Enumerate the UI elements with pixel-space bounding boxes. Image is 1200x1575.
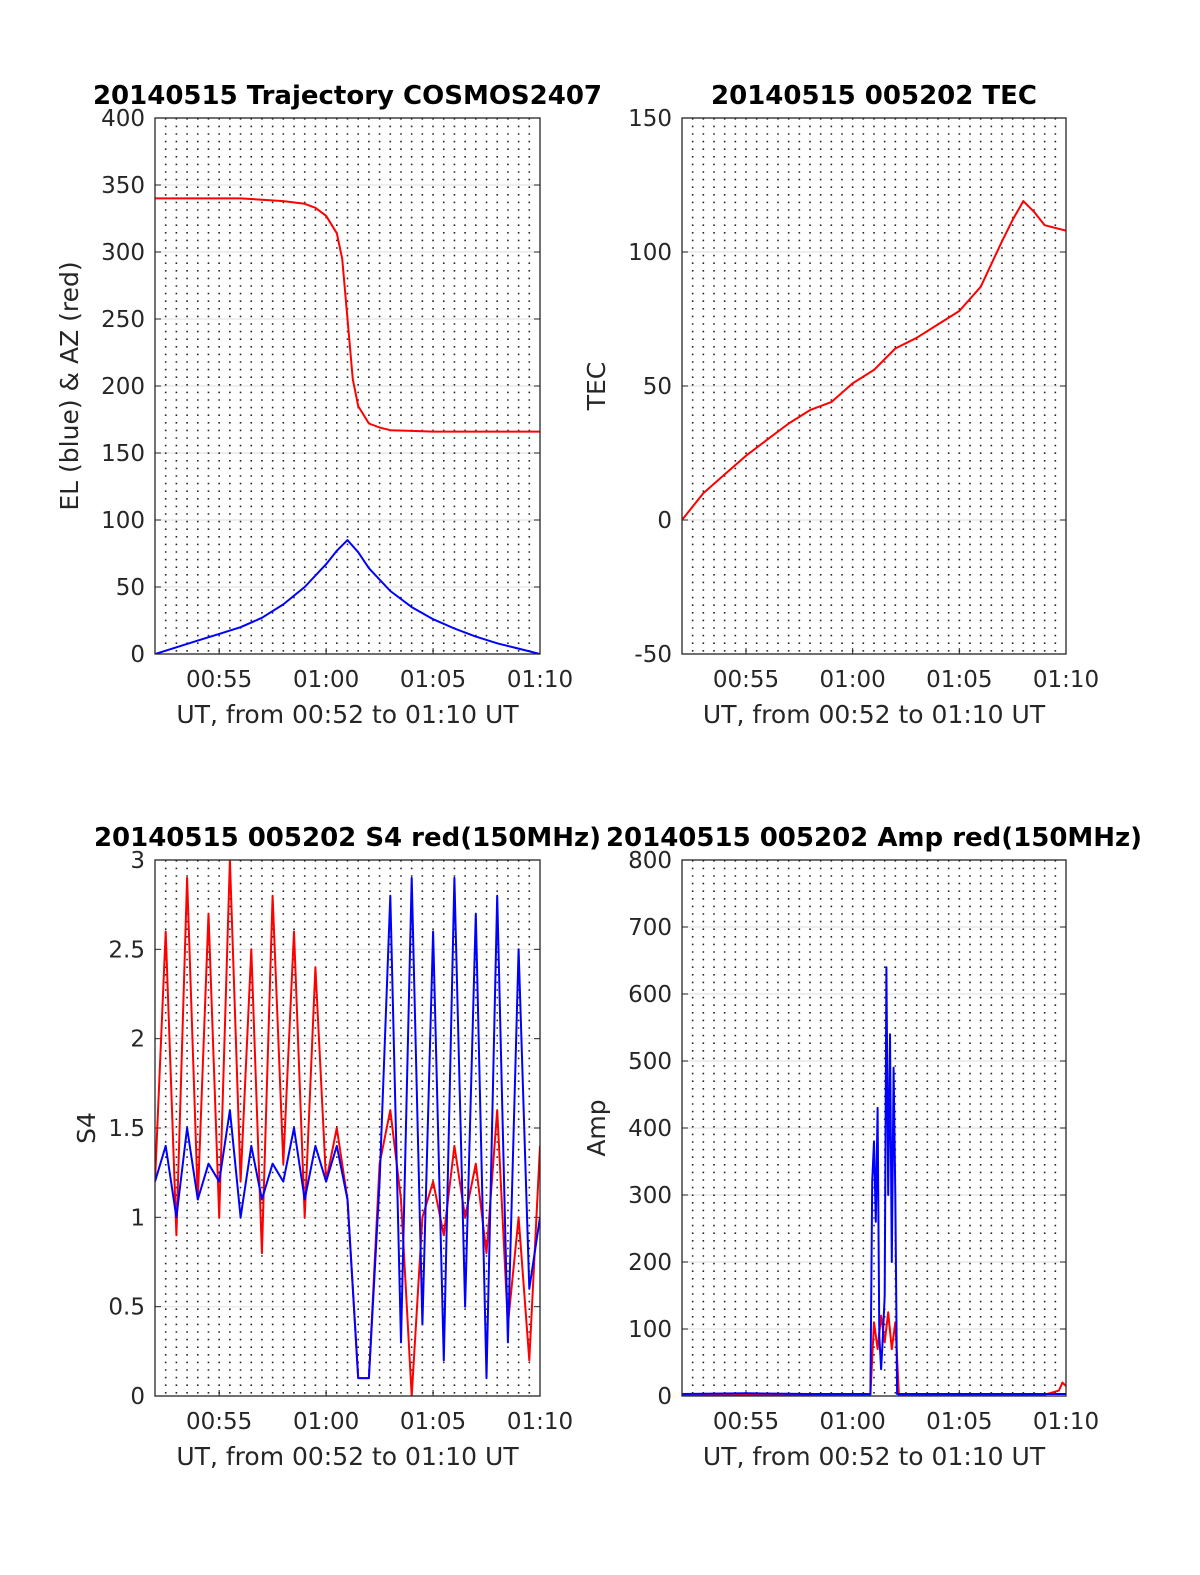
y-axis-label: EL (blue) & AZ (red) [55, 261, 84, 510]
x-tick-label: 01:05 [400, 1409, 466, 1435]
x-tick-label: 00:55 [186, 1409, 252, 1435]
y-tick-label: 150 [628, 106, 672, 132]
series-line-blue [155, 876, 540, 1380]
y-tick-label: 250 [101, 307, 145, 333]
y-tick-label: 200 [101, 374, 145, 400]
y-tick-label: 1 [130, 1205, 145, 1231]
axes-frame [681, 859, 1067, 1397]
x-tick-label: 01:05 [926, 667, 992, 693]
x-tick-label: 01:10 [1033, 1409, 1099, 1435]
y-tick-label: -50 [634, 642, 672, 668]
y-tick-label: 600 [628, 982, 672, 1008]
x-tick-label: 01:00 [820, 1409, 886, 1435]
y-tick-label: 350 [101, 173, 145, 199]
x-tick-label: 00:55 [713, 1409, 779, 1435]
chart-panel-1: 0 50 100 150 200 250 300 350 400 00:55 01:00 01:05 0… [55, 81, 602, 729]
y-tick-label: 100 [628, 1317, 672, 1343]
y-tick-label: 800 [628, 848, 672, 874]
x-tick-label: 01:10 [1033, 667, 1099, 693]
y-tick-label: 0 [657, 508, 672, 534]
series-line-red [155, 197, 540, 433]
x-tick-label: 01:00 [820, 667, 886, 693]
x-axis-label: UT, from 00:52 to 01:10 UT [703, 1442, 1046, 1471]
y-tick-label: 0 [130, 642, 145, 668]
chart-title: 20140515 005202 TEC [711, 81, 1037, 111]
series-line-blue [155, 539, 540, 654]
x-tick-label: 01:05 [400, 667, 466, 693]
y-tick-label: 50 [643, 374, 672, 400]
x-tick-label: 01:10 [507, 1409, 573, 1435]
chart-panel-3: 0 0.5 1 1.5 2 2.5 3 00:55 01:00 01:05 01:10 2014051… [72, 823, 601, 1471]
y-tick-label: 400 [101, 106, 145, 132]
axes-frame [154, 859, 541, 1397]
series-line-red [682, 1311, 1066, 1396]
y-tick-label: 3 [130, 848, 145, 874]
y-tick-label: 200 [628, 1250, 672, 1276]
x-axis-label: UT, from 00:52 to 01:10 UT [176, 700, 519, 729]
chart-panel-4: 0 100 200 300 400 500 600 700 800 00:55 01:00 01:05… [582, 823, 1142, 1471]
y-axis-label: TEC [582, 362, 611, 412]
y-tick-label: 300 [628, 1183, 672, 1209]
y-tick-label: 150 [101, 441, 145, 467]
x-tick-label: 01:10 [507, 667, 573, 693]
y-tick-label: 2.5 [108, 937, 145, 963]
x-axis-label: UT, from 00:52 to 01:10 UT [703, 700, 1046, 729]
y-tick-label: 400 [628, 1116, 672, 1142]
y-tick-label: 50 [116, 575, 145, 601]
chart-title: 20140515 Trajectory COSMOS2407 [93, 81, 602, 111]
y-tick-label: 0.5 [108, 1295, 145, 1321]
y-tick-label: 2 [130, 1027, 145, 1053]
y-axis-label: Amp [582, 1099, 611, 1156]
y-tick-label: 100 [101, 508, 145, 534]
y-tick-label: 500 [628, 1049, 672, 1075]
chart-title: 20140515 005202 S4 red(150MHz) [94, 823, 601, 853]
chart-panel-2: -50 0 50 100 150 00:55 01:00 01:05 01:10 20140515… [582, 81, 1099, 729]
x-tick-label: 01:05 [926, 1409, 992, 1435]
y-tick-label: 1.5 [108, 1116, 145, 1142]
y-tick-label: 700 [628, 915, 672, 941]
y-tick-label: 0 [130, 1384, 145, 1410]
axes-frame [681, 117, 1067, 655]
y-tick-label: 100 [628, 240, 672, 266]
x-tick-label: 00:55 [186, 667, 252, 693]
series-line-blue [682, 966, 1066, 1395]
chart-title: 20140515 005202 Amp red(150MHz) [606, 823, 1142, 853]
axes-frame [154, 117, 541, 655]
x-tick-label: 00:55 [713, 667, 779, 693]
y-tick-label: 0 [657, 1384, 672, 1410]
x-tick-label: 01:00 [293, 667, 359, 693]
series-line-red [682, 200, 1066, 521]
x-tick-label: 01:00 [293, 1409, 359, 1435]
x-axis-label: UT, from 00:52 to 01:10 UT [176, 1442, 519, 1471]
y-tick-label: 300 [101, 240, 145, 266]
y-axis-label: S4 [72, 1112, 101, 1144]
